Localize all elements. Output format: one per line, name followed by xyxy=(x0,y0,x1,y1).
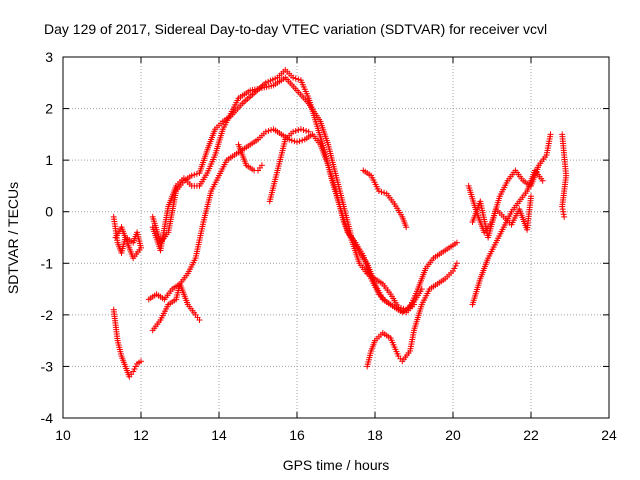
data-point xyxy=(300,127,307,134)
data-point xyxy=(292,75,299,82)
data-point xyxy=(292,127,299,134)
data-point xyxy=(130,368,137,375)
series-track-c xyxy=(149,66,460,316)
data-point xyxy=(138,358,144,365)
x-tick-label: 18 xyxy=(367,427,383,443)
x-tick-label: 10 xyxy=(55,427,71,443)
plot-frame xyxy=(62,56,610,419)
series-track-i xyxy=(360,167,410,231)
x-tick-label: 22 xyxy=(523,427,539,443)
data-point xyxy=(290,74,297,81)
series-track-m xyxy=(469,193,534,241)
x-tick-label: 20 xyxy=(445,427,461,443)
series-track-j xyxy=(364,260,460,370)
data-point xyxy=(290,128,297,135)
chart-title: Day 129 of 2017, Sidereal Day-to-day VTE… xyxy=(44,21,547,37)
data-point xyxy=(196,317,203,324)
data-point xyxy=(303,127,310,134)
data-point xyxy=(561,213,568,220)
y-tick-label: 2 xyxy=(45,101,53,117)
data-point xyxy=(294,139,300,146)
series-track-n xyxy=(559,131,570,220)
data-point xyxy=(191,171,198,178)
data-point xyxy=(265,127,272,134)
y-tick-label: -4 xyxy=(41,410,54,426)
data-point xyxy=(539,177,546,184)
data-point xyxy=(381,189,388,196)
y-tick-label: -3 xyxy=(41,358,54,374)
data-point xyxy=(453,239,460,246)
data-point xyxy=(547,131,554,138)
data-point xyxy=(395,304,402,311)
data-point xyxy=(398,304,404,311)
data-point xyxy=(451,265,458,272)
data-point xyxy=(418,286,425,293)
data-point xyxy=(375,188,382,195)
data-point xyxy=(378,188,385,195)
data-point xyxy=(299,137,306,144)
x-tick-label: 12 xyxy=(133,427,149,443)
series-track-l xyxy=(469,167,546,308)
y-tick-label: -2 xyxy=(41,307,54,323)
data-point xyxy=(403,224,410,231)
data-point xyxy=(132,363,139,370)
data-point xyxy=(295,76,302,83)
data-point xyxy=(528,193,534,200)
data-point xyxy=(453,260,460,267)
data-point xyxy=(452,262,459,269)
grid xyxy=(63,57,609,418)
y-tick-label: 1 xyxy=(45,152,53,168)
y-tick-label: -1 xyxy=(41,255,54,271)
data-point xyxy=(296,138,303,145)
series-track-f xyxy=(149,126,425,334)
data-point xyxy=(450,268,456,275)
data-point xyxy=(295,127,302,134)
data-point xyxy=(400,305,407,312)
y-axis-label: SDTVAR / TECUs xyxy=(5,182,21,294)
x-axis-label: GPS time / hours xyxy=(283,457,390,473)
data-point xyxy=(112,234,119,241)
series-track-h xyxy=(266,126,312,205)
series-track-b xyxy=(110,306,144,380)
y-tick-label: 3 xyxy=(45,49,53,65)
data-marks xyxy=(110,66,570,380)
data-point xyxy=(188,172,195,179)
data-point xyxy=(291,138,298,145)
data-point xyxy=(193,170,200,177)
x-tick-label: 16 xyxy=(289,427,305,443)
y-tick-label: 0 xyxy=(45,204,53,220)
data-point xyxy=(297,126,304,133)
series-track-g xyxy=(235,141,265,174)
data-point xyxy=(131,366,138,373)
data-point xyxy=(288,137,295,144)
data-point xyxy=(305,128,312,135)
x-tick-label: 24 xyxy=(601,427,617,443)
series-track-a xyxy=(110,213,144,262)
x-tick-label: 14 xyxy=(211,427,227,443)
data-point xyxy=(262,128,269,135)
data-point xyxy=(258,162,265,169)
